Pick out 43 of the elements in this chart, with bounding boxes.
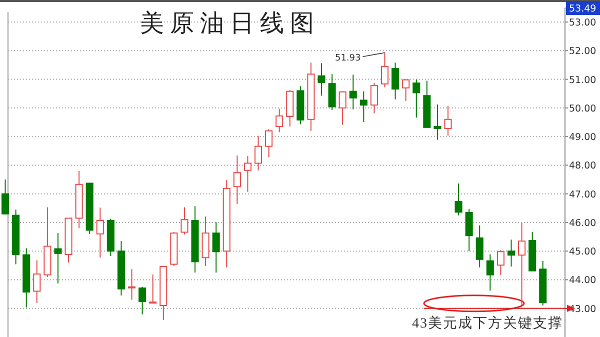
candlestick <box>233 154 241 204</box>
candlestick <box>349 74 357 110</box>
candlestick <box>212 222 220 274</box>
candlestick <box>244 156 252 192</box>
candlestick <box>518 222 526 306</box>
y-tick-label: 44.00 <box>569 275 596 286</box>
candlestick <box>318 62 326 96</box>
candlestick <box>476 224 484 268</box>
candlestick <box>54 232 62 284</box>
candlestick <box>507 239 516 268</box>
candlestick <box>434 104 442 140</box>
chart-title: 美原油日线图 <box>140 10 320 37</box>
candlestick <box>75 170 83 229</box>
candlestick <box>22 248 30 308</box>
candlestick <box>486 254 494 292</box>
candlestick <box>191 206 199 274</box>
y-tick-label: 47.00 <box>569 189 596 200</box>
y-tick-label: 53.49 <box>569 4 596 14</box>
y-tick-label: 49.00 <box>569 132 596 144</box>
y-tick-label: 50.00 <box>569 103 596 114</box>
y-tick-label: 46.00 <box>569 218 596 229</box>
y-tick-label: 52.00 <box>569 46 596 58</box>
candlestick <box>12 209 20 265</box>
candlestick <box>296 86 304 125</box>
y-tick-label: 48.00 <box>569 160 596 172</box>
candlestick <box>454 183 462 216</box>
candlestick <box>307 62 315 132</box>
candlestick <box>539 260 547 306</box>
candlestick <box>128 268 136 300</box>
candlestick <box>33 260 41 304</box>
candlestick <box>254 135 262 171</box>
candlestick <box>444 105 452 136</box>
candlestick <box>392 62 400 100</box>
candlestick <box>96 207 104 258</box>
y-tick-label: 51.00 <box>569 74 596 86</box>
legend-label: 43美元成下方关键支撑 <box>412 315 563 332</box>
annotation: 51.93 <box>334 54 361 64</box>
candlestick <box>222 180 230 268</box>
candlestick <box>276 108 284 133</box>
candlestick <box>202 216 210 266</box>
y-tick-label: 53.00 <box>569 18 596 29</box>
candlestick <box>117 240 125 296</box>
y-tick-label: 45.00 <box>569 246 596 258</box>
